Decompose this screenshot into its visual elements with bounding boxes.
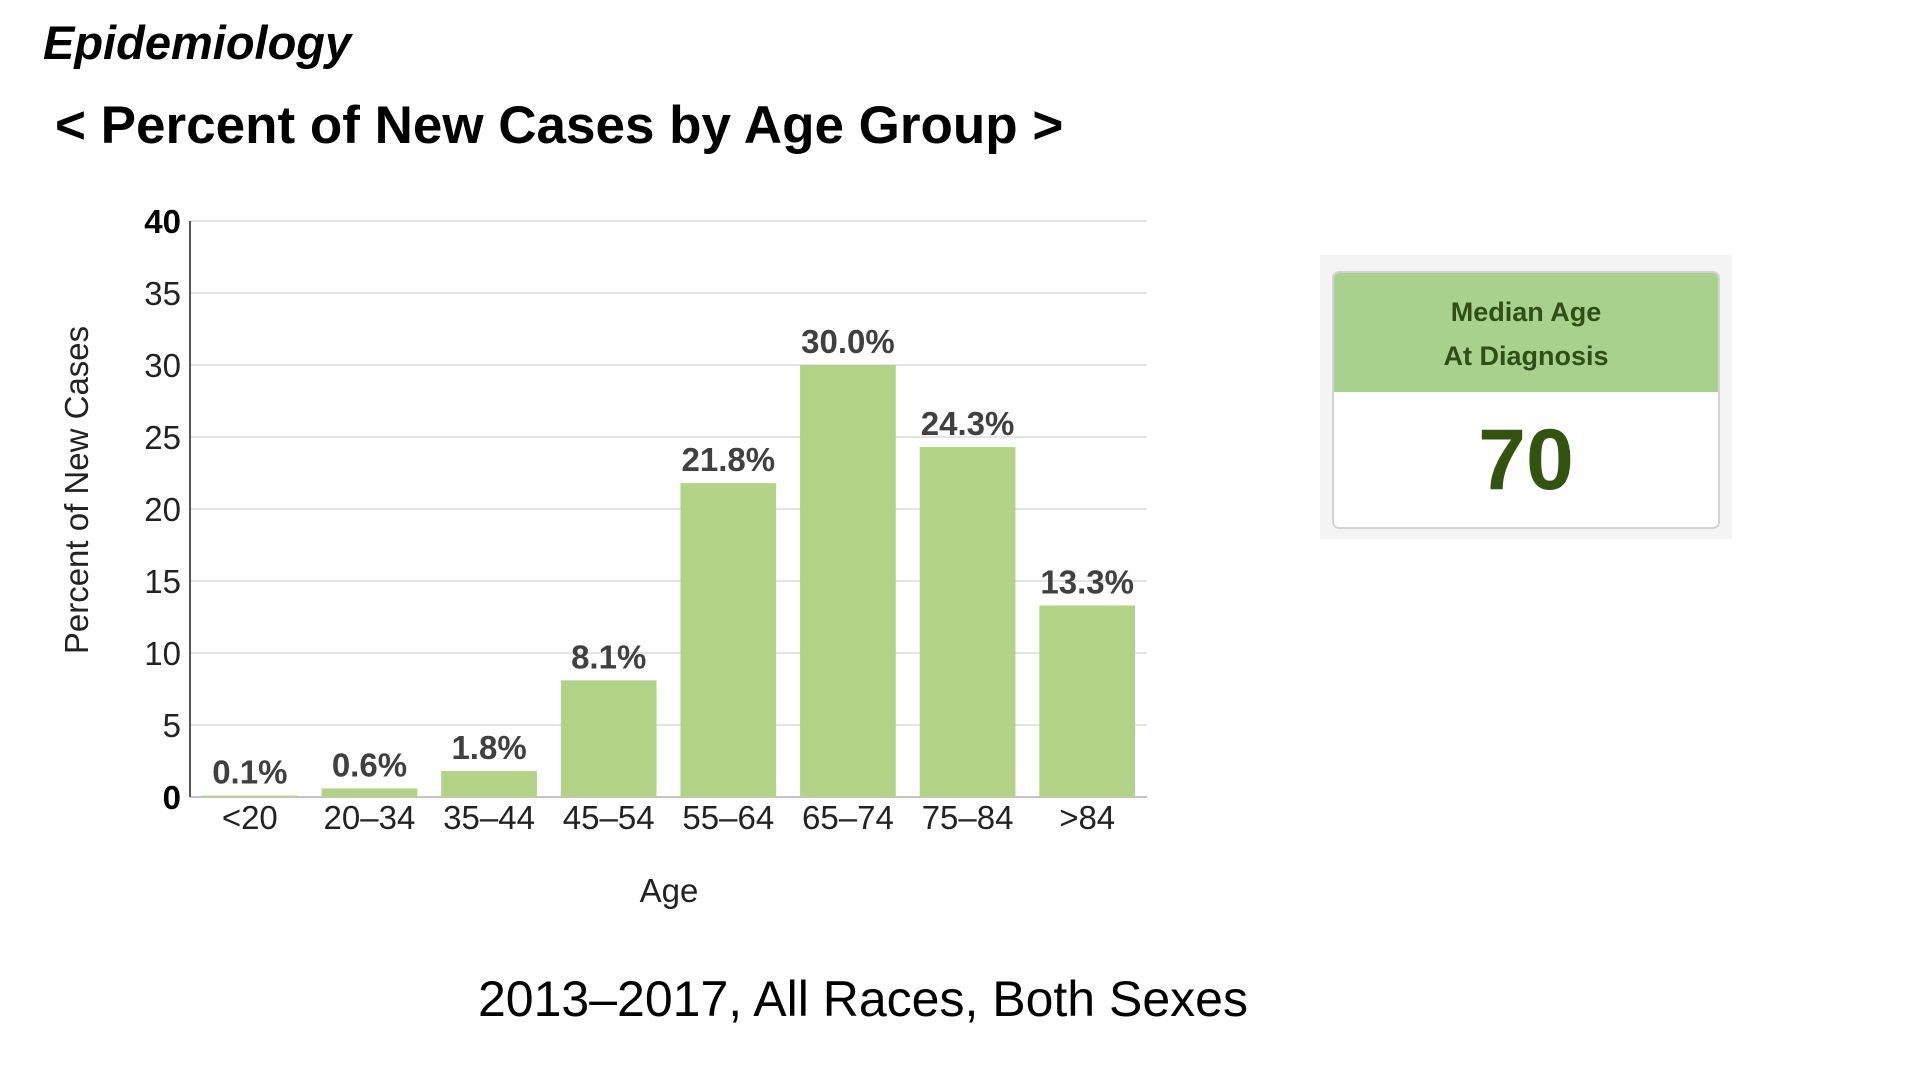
bar [441,771,537,797]
bar [1039,605,1136,797]
bar [321,788,418,797]
x-tick-labels: <20 20–34 35–44 45–54 55–64 65–74 75–84 >84 [222,799,1115,836]
bar [560,680,657,797]
y-tick-label: 5 [163,707,181,744]
x-tick-label: 75–84 [922,799,1014,836]
bars [201,365,1136,797]
x-tick-label: <20 [222,799,278,836]
data-label: 30.0% [801,323,895,360]
x-tick-label: 20–34 [324,799,416,836]
page-heading: < Percent of New Cases by Age Group > [55,96,1064,155]
median-age-value: 70 [1478,411,1574,508]
y-tick-labels: 0 5 10 15 20 25 30 35 40 [144,203,181,816]
data-label: 0.6% [332,746,407,783]
y-tick-label: 35 [144,275,181,312]
x-tick-label: 65–74 [802,799,894,836]
y-tick-label: 10 [144,635,181,672]
x-axis-label: Age [640,872,699,909]
data-label: 0.1% [212,754,287,791]
bar [919,447,1016,797]
data-label: 21.8% [682,441,776,478]
data-label: 24.3% [921,405,1015,442]
median-age-label-line1: Median Age [1450,297,1602,327]
y-tick-label: 15 [144,563,181,600]
median-age-panel: Median Age At Diagnosis 70 [1320,255,1732,539]
y-axis-label: Percent of New Cases [58,326,95,654]
data-label: 1.8% [451,729,526,766]
section-title: Epidemiology [43,16,352,69]
y-tick-label: 40 [144,203,181,240]
y-tick-label: 0 [163,779,181,816]
x-tick-label: 35–44 [443,799,535,836]
bar [800,365,896,797]
bar-chart: 0 5 10 15 20 25 30 35 40 <20 20–34 35–44 45–54 55–64… [58,203,1147,909]
median-age-label-line2: At Diagnosis [1443,341,1609,371]
y-tick-label: 25 [144,419,181,456]
median-age-header: Median Age At Diagnosis [1334,273,1718,392]
y-tick-label: 30 [144,347,181,384]
median-age-card: Median Age At Diagnosis 70 [1332,271,1720,529]
x-tick-label: 45–54 [563,799,655,836]
data-labels: 0.1% 0.6% 1.8% 8.1% 21.8% 30.0% 24.3% 13.3% [212,323,1134,791]
bar [201,795,298,797]
bar [680,483,777,797]
footnote: 2013–2017, All Races, Both Sexes [478,971,1248,1027]
x-tick-label: >84 [1059,799,1115,836]
data-label: 8.1% [571,638,646,675]
y-tick-label: 20 [144,491,181,528]
data-label: 13.3% [1040,563,1134,600]
gridlines [190,220,1147,798]
x-tick-label: 55–64 [682,799,774,836]
